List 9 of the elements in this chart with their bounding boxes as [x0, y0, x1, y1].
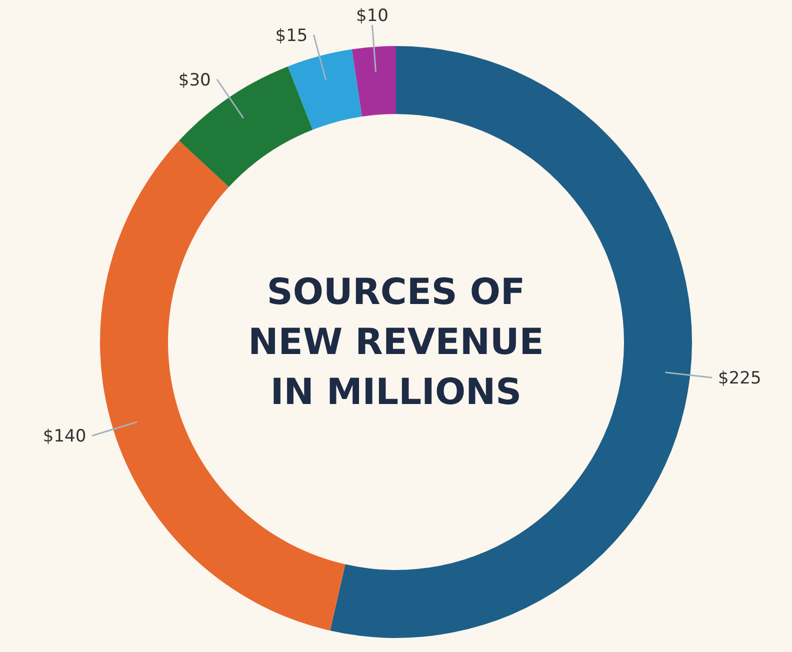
donut-slice — [179, 66, 313, 187]
data-label: $140 — [42, 426, 86, 447]
data-label: $30 — [178, 70, 211, 90]
data-label: $225 — [718, 368, 762, 389]
data-label: $15 — [275, 26, 308, 46]
donut-slice — [352, 46, 396, 117]
text: SOURCES OF NEW REVENUE IN MILLIONS — [248, 272, 544, 413]
data-label: $10 — [356, 6, 388, 26]
donut-slice — [288, 49, 362, 130]
